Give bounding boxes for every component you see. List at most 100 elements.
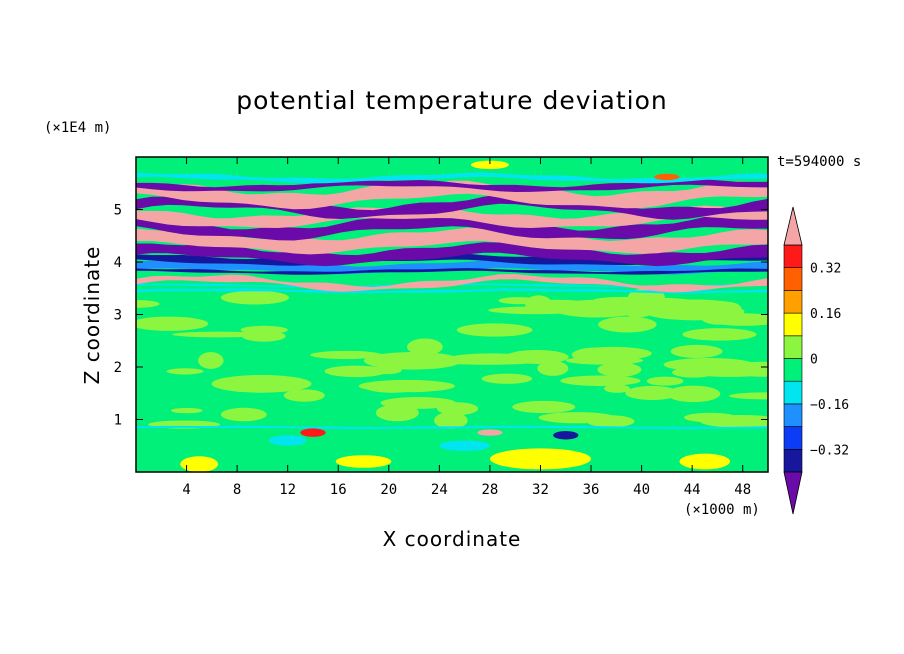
colorbar-over-arrow [783, 206, 803, 246]
green-patch [537, 360, 569, 376]
green-patch [666, 385, 721, 403]
colorbar-label: 0.32 [810, 262, 841, 277]
x-tick-label: 28 [481, 482, 498, 498]
dark-blue-band [136, 268, 768, 275]
contour-field [136, 157, 768, 472]
colorbar-segment [783, 380, 803, 405]
x-tick-label: 48 [734, 482, 751, 498]
yellow-patch [335, 455, 392, 468]
pink-band [136, 205, 768, 228]
green-patch [726, 361, 768, 377]
green-patch [586, 415, 635, 428]
green-patch [625, 385, 680, 401]
yellow-patch [489, 448, 592, 470]
colorbar-segment [783, 358, 803, 382]
purple-band [136, 179, 768, 192]
green-patch [437, 358, 538, 365]
green-patch [728, 392, 768, 400]
green-patch [565, 356, 644, 365]
green-patch [220, 290, 289, 305]
green-patch [481, 373, 533, 384]
purple-band [136, 194, 768, 220]
x-axis-unit-label: (×1000 m) [684, 502, 760, 518]
green-patch [241, 330, 286, 342]
purple-band [136, 242, 768, 267]
colorbar-segment [783, 267, 803, 291]
green-patch [363, 352, 462, 370]
y-tick-label: 5 [114, 203, 122, 219]
green-patch [672, 367, 716, 378]
green-patch [598, 316, 657, 333]
green-patch [136, 316, 209, 331]
green-patch [170, 407, 203, 414]
x-tick-label: 8 [233, 482, 241, 498]
pink-band [136, 180, 768, 210]
green-patch [700, 415, 768, 428]
green-patch [597, 362, 642, 377]
dark-blue-patch [553, 431, 579, 440]
green-patch [682, 328, 757, 341]
x-tick-label: 32 [532, 482, 549, 498]
cyan-band [136, 425, 768, 430]
colorbar-under-arrow [783, 471, 803, 515]
green-patch [498, 297, 539, 305]
green-patch [560, 375, 641, 387]
x-axis-label: X coordinate [382, 527, 522, 551]
green-patch [706, 313, 768, 326]
colorbar-label: 0 [810, 353, 818, 368]
green-patch [434, 412, 468, 429]
x-tick-label: 4 [182, 482, 190, 498]
green-patch [136, 299, 160, 308]
cyan-band [136, 172, 768, 184]
x-tick-label: 16 [330, 482, 347, 498]
colorbar-segment [783, 244, 803, 269]
x-tick-label: 40 [633, 482, 650, 498]
green-patch [211, 374, 312, 393]
y-tick-label: 3 [114, 308, 122, 324]
cyan-patch [268, 435, 307, 446]
green-patch [436, 402, 479, 416]
colorbar-label: −0.16 [810, 398, 849, 413]
pink-band [136, 274, 768, 293]
green-patch [407, 338, 443, 356]
blue-band [136, 259, 768, 275]
x-tick-label: 24 [431, 482, 448, 498]
colorbar-segment [783, 312, 803, 337]
green-patch [456, 323, 533, 337]
colorbar: 0.32 0.16 0 −0.16 −0.32 [783, 206, 849, 515]
x-tick-label: 36 [583, 482, 600, 498]
x-tick-label: 20 [380, 482, 397, 498]
orange-patch [654, 173, 680, 181]
green-patch [670, 344, 723, 358]
pink-band [136, 227, 768, 255]
colorbar-segment [783, 335, 803, 359]
green-patch [324, 365, 388, 378]
green-patch [552, 299, 642, 318]
cyan-patch [439, 440, 490, 451]
green-patch [310, 350, 383, 360]
chart-title: potential temperature deviation [236, 86, 668, 115]
colorbar-label: 0.16 [810, 307, 841, 322]
yellow-patch [180, 456, 219, 472]
y-tick-label: 1 [114, 413, 122, 429]
cyan-band [136, 288, 768, 294]
green-patch [198, 352, 224, 369]
green-patch [646, 376, 684, 386]
pink-patch [477, 429, 503, 436]
yellow-patch [470, 160, 509, 170]
x-tick-label: 44 [684, 482, 701, 498]
green-patch [220, 407, 267, 422]
purple-band [136, 215, 768, 241]
green-patch [512, 400, 576, 414]
green-patch [375, 404, 419, 422]
y-tick-label: 2 [114, 360, 122, 376]
colorbar-segment [783, 426, 803, 450]
red-patch [300, 428, 326, 437]
green-patch [172, 331, 266, 338]
colorbar-label: −0.32 [810, 443, 849, 458]
time-label: t=594000 s [777, 154, 862, 170]
green-patch [166, 368, 204, 375]
y-tick-label: 4 [114, 255, 122, 271]
